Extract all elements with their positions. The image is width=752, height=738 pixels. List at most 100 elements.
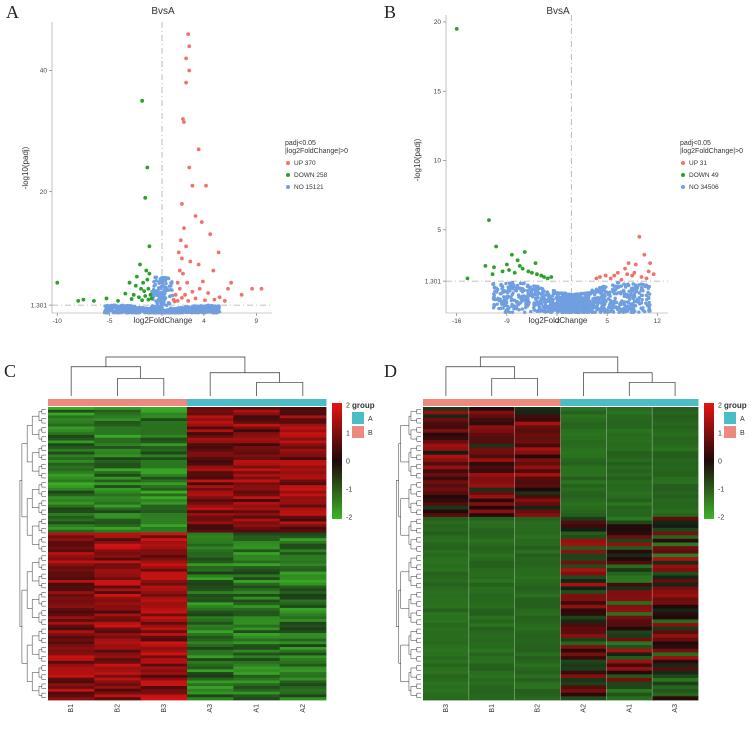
heatmap-cell	[652, 476, 699, 481]
row-dendrogram-branch	[416, 482, 421, 488]
heatmap-cell	[48, 476, 95, 480]
down-point	[127, 280, 132, 285]
heatmap-cell	[423, 476, 470, 481]
group-annotation-cell	[560, 399, 607, 406]
heatmap-cell	[140, 621, 188, 626]
heatmap-cell	[279, 468, 327, 472]
heatmap-cell	[140, 538, 188, 542]
no-point	[606, 310, 610, 315]
heatmap-cell	[48, 602, 95, 606]
heatmap-cell	[468, 564, 516, 569]
no-point	[154, 275, 159, 279]
heatmap-cell	[187, 571, 234, 575]
heatmap-cell	[423, 659, 470, 664]
heatmap-cell	[423, 447, 470, 452]
heatmap-cell	[514, 579, 561, 584]
heatmap-cell	[140, 415, 188, 419]
row-dendrogram-branch	[416, 637, 421, 644]
heatmap-cell	[279, 638, 327, 642]
heatmap-cell	[468, 601, 516, 606]
heatmap-cell	[279, 418, 327, 422]
heatmap-cell	[94, 546, 142, 550]
heatmap-cell	[468, 612, 516, 617]
heatmap-cell	[606, 634, 653, 639]
heatmap-cell	[48, 633, 95, 637]
no-point	[543, 310, 548, 314]
heatmap-cell	[48, 652, 95, 656]
no-point	[508, 310, 512, 315]
down-point	[123, 291, 128, 296]
heatmap-cell	[48, 460, 95, 464]
heatmap-cell	[94, 407, 142, 411]
no-point	[641, 289, 645, 293]
up-point	[182, 226, 186, 231]
heatmap-cell	[468, 667, 516, 672]
dendrogram-branch	[209, 372, 281, 396]
heatmap-cell	[514, 659, 561, 664]
heatmap-cell	[423, 568, 470, 573]
heatmap-cell	[187, 446, 234, 450]
row-dendrogram-branch	[41, 500, 46, 506]
heatmap-cell	[187, 619, 234, 623]
heatmap-cell	[560, 425, 607, 430]
up-point	[181, 117, 185, 121]
heatmap-cell	[514, 494, 561, 499]
heatmap-cell	[94, 602, 142, 606]
heatmap-cell	[423, 553, 470, 558]
heatmap-cell	[468, 685, 516, 690]
heatmap-cell	[423, 494, 470, 499]
heatmap-cell	[560, 601, 607, 606]
heatmap-cell	[48, 674, 95, 679]
heatmap-cell	[48, 649, 95, 653]
heatmap-cell	[468, 535, 516, 540]
heatmap-cell	[514, 678, 561, 683]
up-point	[186, 298, 191, 303]
no-point	[542, 289, 546, 294]
heatmap-cell	[652, 549, 699, 554]
heatmap-cell	[279, 446, 327, 450]
row-dendrogram-branch	[416, 491, 421, 497]
row-dendrogram-branch	[410, 667, 417, 678]
heatmap-cell	[468, 637, 516, 642]
legend-marker	[286, 185, 290, 189]
heatmap-cell	[140, 493, 188, 497]
panel-letter-c: C	[4, 361, 16, 381]
heatmap-cell	[652, 586, 699, 591]
heatmap-cell	[560, 417, 607, 423]
heatmap-cell	[652, 450, 699, 456]
no-point	[587, 304, 591, 309]
legend-entry: NO 34506	[689, 184, 719, 191]
heatmap-cell	[187, 652, 234, 656]
heatmap-cell	[423, 597, 470, 602]
heatmap-cell	[514, 439, 561, 445]
heatmap-cell	[560, 604, 607, 609]
heatmap-cell	[606, 626, 653, 631]
heatmap-cell	[48, 566, 95, 570]
heatmap-cell	[48, 669, 95, 673]
heatmap-cell	[279, 434, 327, 439]
group-legend-label: A	[368, 416, 373, 423]
row-dendrogram-branch	[31, 635, 39, 655]
heatmap-cell	[560, 516, 607, 521]
no-point	[533, 290, 538, 294]
heatmap-cell	[652, 652, 699, 657]
heatmap-cell	[233, 644, 281, 648]
no-point	[535, 309, 540, 313]
heatmap-cell	[233, 605, 281, 609]
heatmap-cell	[233, 593, 281, 598]
no-point	[563, 293, 568, 298]
heatmap-cell	[652, 465, 699, 470]
heatmap-cell	[514, 472, 561, 477]
heatmap-cell	[514, 516, 561, 521]
heatmap-cell	[606, 601, 653, 606]
heatmap-cell	[560, 597, 607, 602]
no-point	[107, 309, 112, 313]
heatmap-cell	[187, 646, 234, 651]
heatmap-cell	[48, 504, 95, 508]
heatmap-cell	[514, 461, 561, 466]
heatmap-cell	[606, 579, 653, 584]
heatmap-cell	[94, 610, 142, 614]
no-point	[635, 285, 639, 290]
no-point	[538, 306, 542, 311]
heatmap-cell	[652, 557, 699, 562]
